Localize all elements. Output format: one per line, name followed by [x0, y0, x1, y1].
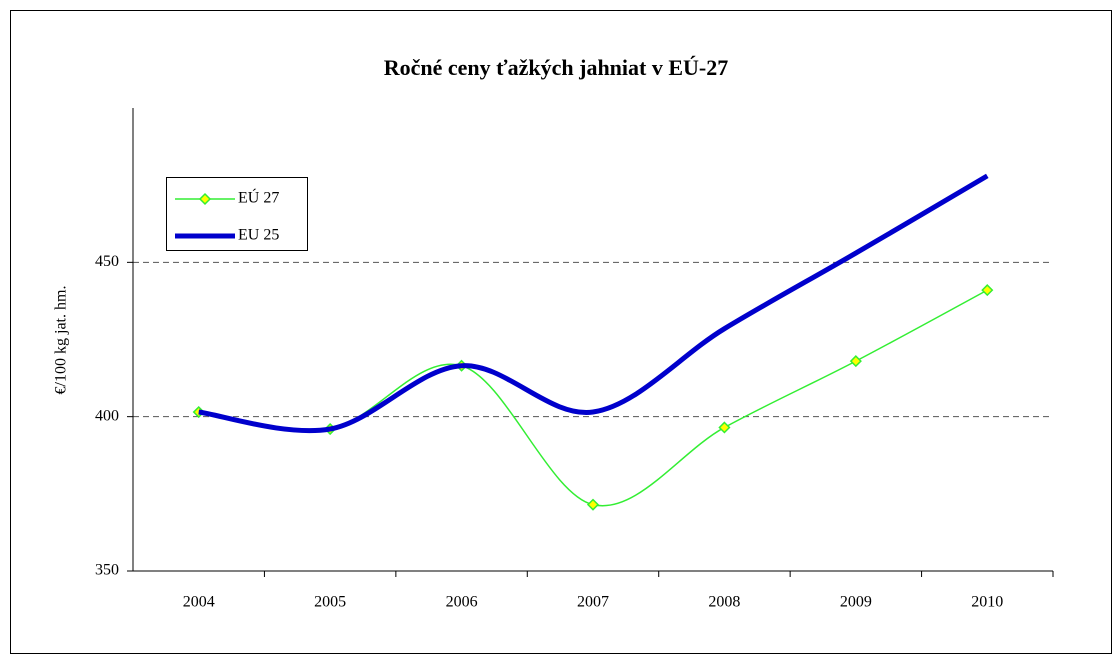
chart-border [10, 10, 1112, 654]
marker [981, 284, 994, 297]
marker [849, 355, 862, 368]
y-tick-label: 450 [95, 253, 119, 270]
y-tick-label: 400 [95, 407, 119, 424]
legend-label: EÚ 27 [238, 188, 279, 207]
y-axis-label: €/100 kg jat. hm. [53, 286, 70, 395]
legend-box [166, 177, 308, 251]
legend-marker [198, 192, 212, 206]
y-tick-label: 350 [95, 562, 119, 579]
marker [586, 498, 600, 511]
x-tick-label: 2005 [314, 594, 346, 611]
x-tick-label: 2004 [183, 594, 215, 611]
x-tick-label: 2010 [971, 594, 1003, 611]
x-tick-label: 2009 [840, 594, 872, 611]
series-line [198, 173, 989, 434]
legend-label: EU 25 [238, 227, 279, 244]
x-tick-label: 2008 [708, 594, 740, 611]
x-tick-label: 2006 [446, 594, 478, 611]
chart-title: Ročné ceny ťažkých jahniat v EÚ-27 [384, 55, 729, 80]
marker [718, 421, 731, 434]
series-line [198, 289, 988, 507]
x-tick-label: 2007 [577, 594, 609, 611]
